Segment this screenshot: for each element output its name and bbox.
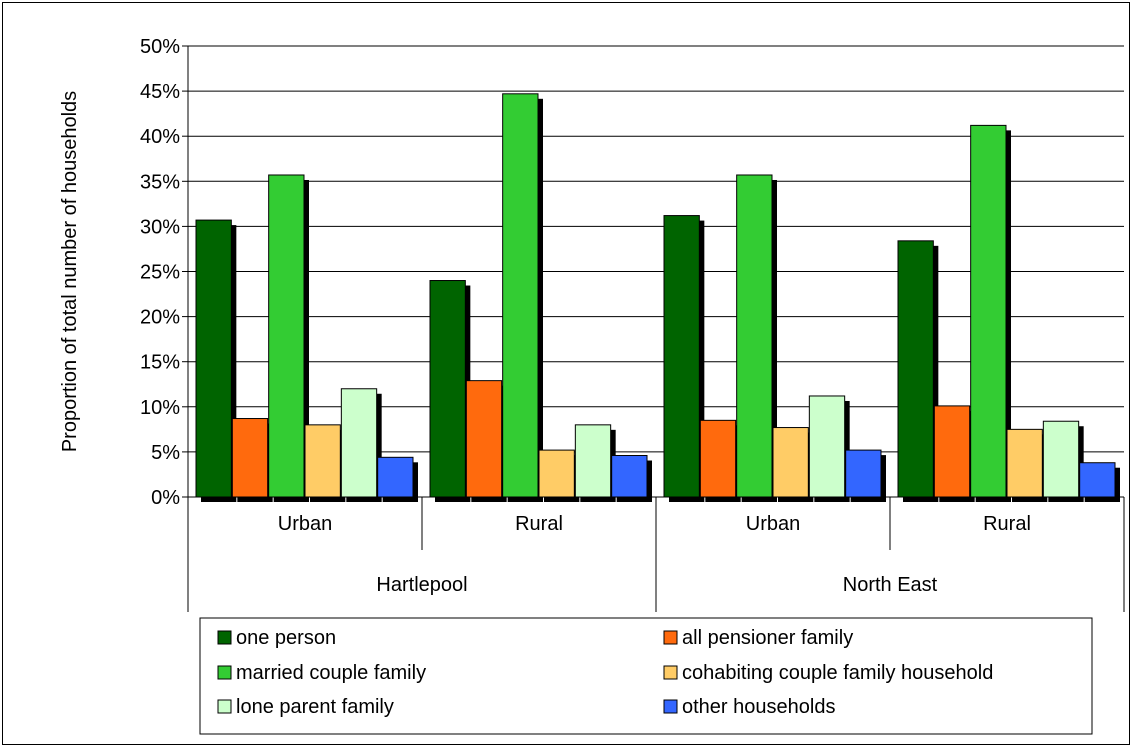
legend-swatch xyxy=(217,630,232,645)
legend-label: all pensioner family xyxy=(682,627,853,649)
y-tick-label: 0% xyxy=(151,487,180,509)
bar xyxy=(1042,420,1080,498)
bar xyxy=(1079,462,1116,498)
x-category-label: Urban xyxy=(278,513,332,535)
bar xyxy=(1006,428,1043,498)
y-tick-label: 50% xyxy=(140,36,180,58)
legend-label: other households xyxy=(682,696,835,718)
bar xyxy=(340,388,378,498)
legend-swatch xyxy=(663,665,678,680)
y-tick-label: 30% xyxy=(140,216,180,238)
legend-label: one person xyxy=(236,627,336,649)
bar xyxy=(429,280,466,498)
legend-label: married couple family xyxy=(236,662,426,684)
bar xyxy=(538,449,575,498)
x-group-label: North East xyxy=(843,574,938,596)
y-tick-label: 25% xyxy=(140,262,180,284)
bar xyxy=(231,418,269,498)
y-tick-label: 40% xyxy=(140,126,180,148)
bar xyxy=(465,380,503,498)
bar xyxy=(502,93,539,498)
legend-swatch xyxy=(217,665,232,680)
bar xyxy=(772,427,809,498)
legend-label: lone parent family xyxy=(236,696,394,718)
legend-swatch xyxy=(217,699,232,714)
bar xyxy=(663,215,700,498)
bar xyxy=(699,419,737,498)
bar xyxy=(845,449,882,498)
y-tick-label: 10% xyxy=(140,397,180,419)
bar xyxy=(268,174,305,498)
legend-swatch xyxy=(663,699,678,714)
bar xyxy=(808,395,846,498)
y-tick-label: 20% xyxy=(140,307,180,329)
legend-box xyxy=(199,617,1093,735)
bar xyxy=(933,405,971,498)
bar xyxy=(736,174,773,498)
bar xyxy=(574,424,612,498)
x-group-label: Hartlepool xyxy=(376,574,467,596)
legend-label: cohabiting couple family household xyxy=(682,662,993,684)
y-axis-title: Proportion of total number of households xyxy=(59,91,81,452)
bar xyxy=(611,455,648,498)
x-category-label: Urban xyxy=(746,513,800,535)
bar xyxy=(377,456,414,498)
y-tick-label: 5% xyxy=(151,442,180,464)
legend-swatch xyxy=(663,630,678,645)
y-tick-label: 45% xyxy=(140,81,180,103)
bar xyxy=(195,219,232,498)
bar xyxy=(970,124,1007,498)
bar xyxy=(897,240,934,498)
y-tick-label: 15% xyxy=(140,352,180,374)
x-category-label: Rural xyxy=(515,513,563,535)
y-tick-label: 35% xyxy=(140,171,180,193)
bar xyxy=(304,424,341,498)
x-category-label: Rural xyxy=(983,513,1031,535)
